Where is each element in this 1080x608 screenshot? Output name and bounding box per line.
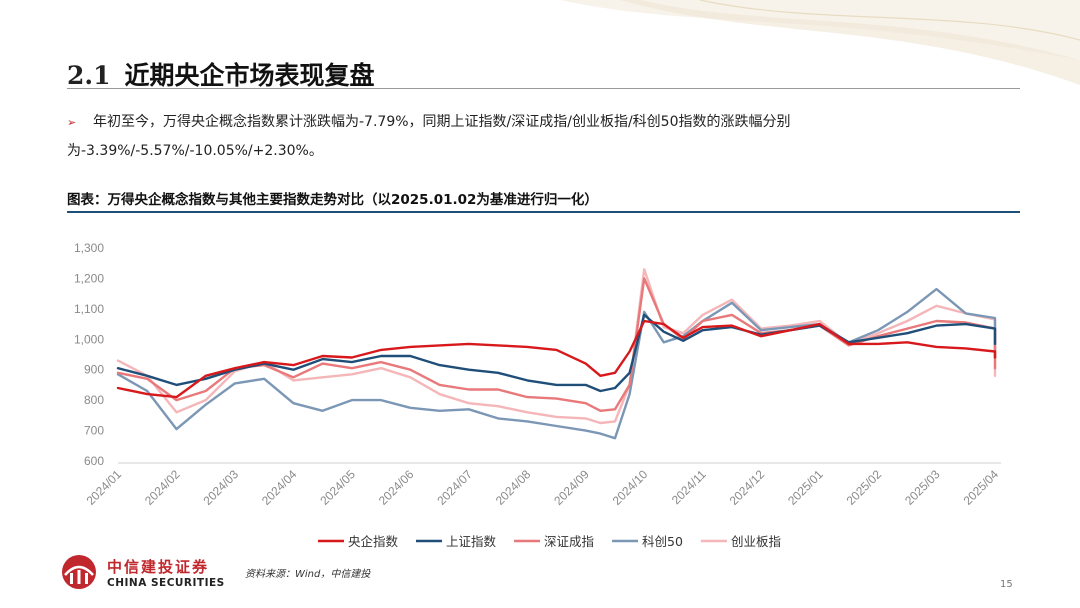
data-source-note: 资料来源：Wind，中信建投 <box>245 569 371 580</box>
y-tick-label: 1,000 <box>74 332 104 346</box>
x-tick-label: 2024/08 <box>493 467 534 508</box>
x-tick-label: 2025/03 <box>902 467 943 508</box>
title-divider <box>67 88 1020 89</box>
legend-label: 上证指数 <box>446 534 497 549</box>
x-tick-label: 2024/11 <box>669 467 709 507</box>
y-tick-label: 600 <box>84 454 104 468</box>
x-tick-label: 2025/01 <box>785 467 826 508</box>
legend-label: 深证成指 <box>544 534 594 549</box>
y-tick-label: 1,200 <box>74 271 104 285</box>
series-line-3 <box>116 277 997 412</box>
y-tick-label: 1,300 <box>74 241 104 255</box>
series-line-2 <box>116 313 997 393</box>
summary-text: 年初至今，万得央企概念指数累计涨跌幅为-7.79%，同期上证指数/深证成指/创业… <box>67 114 791 159</box>
summary-bullet: ➢ 年初至今，万得央企概念指数累计涨跌幅为-7.79%，同期上证指数/深证成指/… <box>67 108 1017 166</box>
x-tick-label: 2025/02 <box>844 467 885 508</box>
caption-divider <box>67 211 1020 213</box>
logo-name-en: CHINA SECURITIES <box>107 576 225 589</box>
series-line-5 <box>116 268 997 425</box>
citic-logo-icon <box>62 555 96 589</box>
x-tick-label: 2024/05 <box>317 467 358 508</box>
y-tick-label: 1,100 <box>74 302 104 316</box>
x-tick-label: 2024/04 <box>259 467 300 508</box>
y-tick-label: 700 <box>84 424 104 438</box>
legend-label: 央企指数 <box>348 534 399 549</box>
y-tick-label: 800 <box>84 393 104 407</box>
x-tick-label: 2024/03 <box>200 467 241 508</box>
page-number: 15 <box>1000 579 1013 590</box>
x-tick-label: 2025/04 <box>961 467 1002 508</box>
section-number: 2.1 <box>67 61 111 90</box>
legend-label: 创业板指 <box>731 534 781 549</box>
x-tick-label: 2024/06 <box>376 467 417 508</box>
section-title: 近期央企市场表现复盘 <box>124 61 375 90</box>
y-tick-label: 900 <box>84 363 104 377</box>
section-heading: 2.1 近期央企市场表现复盘 <box>67 56 375 92</box>
x-tick-label: 2024/01 <box>84 467 125 508</box>
series-line-1 <box>116 319 997 399</box>
company-logo: 中信建投证券 CHINA SECURITIES <box>57 553 225 591</box>
logo-name-cn: 中信建投证券 <box>107 557 210 576</box>
legend-label: 科创50 <box>642 534 683 549</box>
bullet-arrow-icon: ➢ <box>67 116 77 129</box>
x-tick-label: 2024/09 <box>551 467 592 508</box>
x-tick-label: 2024/07 <box>434 467 475 508</box>
series-line-4 <box>116 287 997 440</box>
x-tick-label: 2024/02 <box>142 467 183 508</box>
chart-caption: 图表：万得央企概念指数与其他主要指数走势对比（以2025.01.02为基准进行归… <box>67 192 598 208</box>
x-tick-label: 2024/12 <box>727 467 768 508</box>
x-tick-label: 2024/10 <box>610 467 651 508</box>
